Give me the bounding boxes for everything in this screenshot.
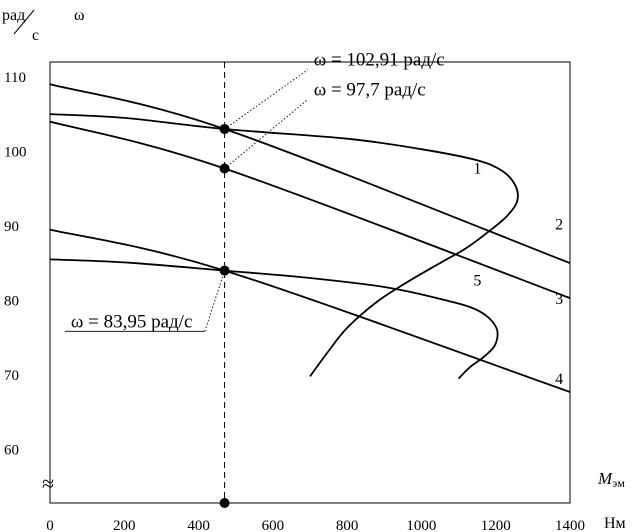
y-tick-label: 70 [4,368,19,384]
series-2-line [49,83,571,264]
axis-break-symbol: ≈ [42,471,54,496]
x-axis-subscript: эм [612,476,625,490]
series-4-line [49,228,571,393]
x-tick-label: 200 [113,518,136,532]
intersection-marker [219,124,230,135]
annotations: ω = 102,91 рад/с ω = 97,7 рад/с ω = 83,95 … [64,50,445,508]
intersection-marker [219,498,230,508]
annotation-leader [224,99,309,169]
x-axis-unit: Нм [604,515,626,532]
plot-frame [49,61,571,504]
annotation-leader [204,270,225,332]
y-tick-label: 110 [4,70,26,86]
intersection-marker [219,163,230,174]
series-3-line [49,120,571,299]
annotation-label: ω = 97,7 рад/с [314,80,426,101]
series-label: 3 [555,291,563,308]
y-tick-label: 80 [4,293,19,309]
series-label: 5 [473,272,481,289]
y-tick-label: 100 [4,144,27,160]
annotation-leader [224,69,308,130]
series-1-line [49,113,519,377]
tick-labels: 0 200 400 600 800 1000 1200 1400 60 70 80 90 100 110 [4,70,585,532]
x-tick-label: 1200 [481,518,511,532]
series-label: 4 [555,371,563,388]
y-unit-fraction-slash [13,9,35,35]
x-axis-symbol: M [597,469,613,488]
x-tick-label: 1400 [555,518,585,532]
y-unit-denominator: с [32,27,39,44]
y-axis-symbol: ω [74,7,85,24]
x-tick-label: 0 [46,518,54,532]
axis-titles: рад с ω Mэм Нм ≈ [2,7,626,532]
curves: 1 2 3 4 5 [49,62,571,503]
annotation-label: ω = 83,95 рад/с [71,311,193,332]
x-tick-label: 800 [336,518,359,532]
x-tick-label: 1000 [406,518,436,532]
series-label: 1 [473,161,481,178]
intersection-marker [219,265,230,276]
x-tick-label: 600 [262,518,285,532]
x-tick-label: 400 [187,518,210,532]
series-label: 2 [555,217,563,234]
y-tick-label: 90 [4,219,19,235]
series-5-line [49,258,499,380]
x-axis-label: Mэм [597,469,625,490]
annotation-label: ω = 102,91 рад/с [314,50,445,71]
y-tick-label: 60 [4,442,19,458]
y-unit-numerator: рад [2,7,25,24]
plot-border [49,61,571,504]
